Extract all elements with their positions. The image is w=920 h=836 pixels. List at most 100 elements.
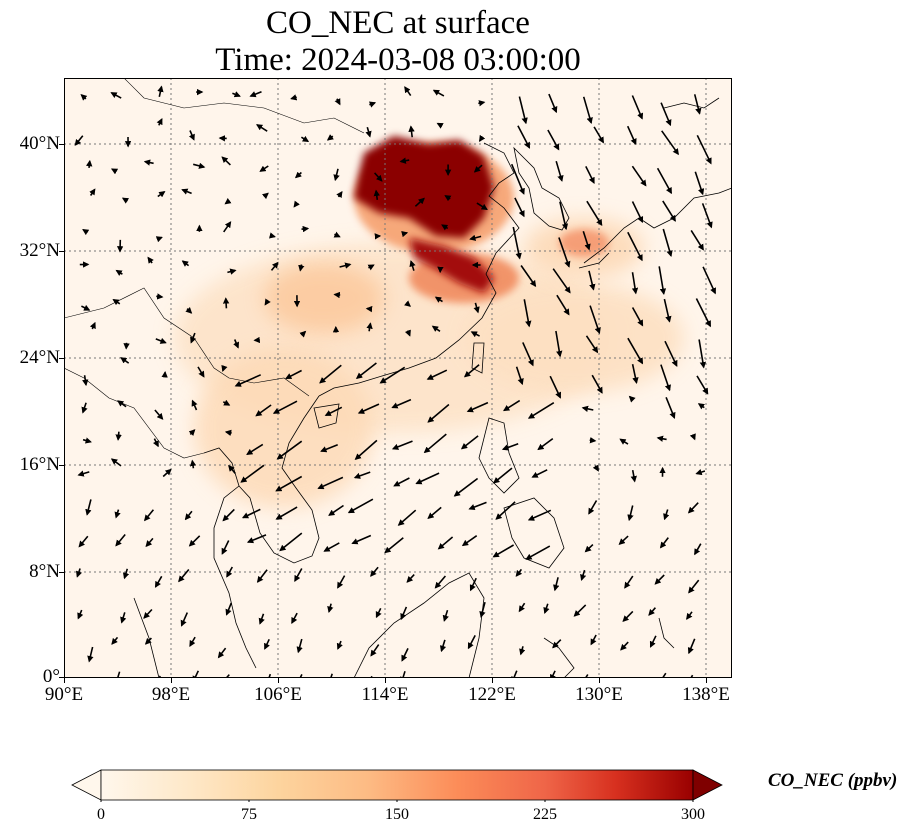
lon-tick [492,678,493,683]
wind-arrow [503,399,521,412]
wind-arrow [627,231,643,262]
wind-arrow [408,125,415,138]
wind-arrow [631,165,647,187]
wind-arrow [291,612,298,625]
wind-arrow [268,232,276,239]
lat-tick [59,572,64,573]
wind-arrow [264,298,271,306]
wind-arrow [627,505,634,522]
wind-arrow [336,640,343,650]
wind-arrow [117,400,127,408]
wind-arrow [492,544,515,558]
wind-arrow [370,566,379,577]
wind-arrow [585,335,599,354]
wind-arrow [437,536,454,550]
lat-label-32n: 32°N [19,240,60,261]
wind-arrow [401,648,409,662]
wind-arrow [696,134,712,165]
wind-arrow [78,535,89,548]
wind-arrow [189,459,197,469]
wind-arrow [582,231,591,251]
wind-arrow [630,469,637,483]
wind-arrow [336,191,343,199]
wind-arrow [328,504,344,516]
wind-arrow [337,575,346,589]
wind-arrow [319,364,342,384]
lat-tick [59,358,64,359]
wind-arrow [241,508,261,519]
wind-arrow [225,602,233,616]
wind-arrow [232,91,241,98]
wind-arrow [543,603,550,615]
wind-arrow [249,90,262,98]
wind-arrow [406,574,415,583]
wind-arrow [555,160,564,182]
wind-arrow [294,568,303,583]
wind-arrow [427,403,450,423]
wind-arrow [631,272,639,295]
wind-arrow [180,612,189,627]
lon-label-122e: 122°E [468,684,516,705]
wind-arrow [687,638,696,655]
wind-arrow [110,458,122,467]
wind-arrow [188,130,195,141]
wind-arrow [333,168,340,182]
wind-arrow [258,613,265,625]
wind-arrow [690,229,704,251]
wind-arrow [112,299,121,306]
wind-arrow [512,226,522,260]
wind-arrow [190,332,197,344]
wind-arrow [317,476,344,490]
wind-arrow [548,93,558,114]
wind-arrow [515,568,523,577]
wind-arrow [399,157,410,164]
wind-arrow [592,464,599,472]
wind-arrow [470,331,480,338]
wind-arrow [227,268,237,275]
wind-arrow [255,404,272,417]
wind-arrow [221,540,230,555]
wind-arrow [479,134,486,142]
wind-arrow [217,647,227,659]
wind-arrow [695,298,712,328]
colorbar-label: CO_NEC (ppbv) [768,770,898,791]
wind-arrow [299,330,307,338]
wind-arrow [221,364,228,373]
wind-arrow [626,125,637,146]
wind-arrow [665,396,676,419]
wind-arrow [584,544,594,553]
wind-arrow [656,435,667,442]
wind-arrow [222,297,230,309]
wind-arrow [264,638,270,650]
lat-tick [59,465,64,466]
wind-arrow [275,475,303,492]
wind-arrow [270,261,279,271]
wind-arrow [375,607,382,619]
wind-arrow [110,92,122,99]
wind-arrow [702,266,716,295]
wind-arrow [391,398,412,409]
wind-arrow [476,202,488,210]
wind-arrow [439,639,447,653]
wind-arrow [333,291,341,299]
wind-arrow [624,575,634,589]
wind-arrow [423,433,447,454]
wind-arrow [426,369,448,380]
wind-arrow [593,126,604,144]
wind-arrow [434,575,447,589]
wind-arrow [466,401,489,413]
wind-arrow [619,438,629,445]
wind-arrow [552,268,571,294]
colorbar-tick-label: 150 [385,806,409,823]
wind-arrow [323,542,340,552]
wind-arrow [694,171,705,196]
lat-label-40n: 40°N [19,133,60,154]
colorbar-gradient [100,769,694,801]
wind-arrow [188,429,196,436]
wind-arrow [370,644,380,657]
wind-arrow [347,498,374,514]
wind-arrow [622,610,634,623]
wind-arrow [339,262,352,269]
lon-tick [278,678,279,683]
wind-arrow [162,468,172,478]
